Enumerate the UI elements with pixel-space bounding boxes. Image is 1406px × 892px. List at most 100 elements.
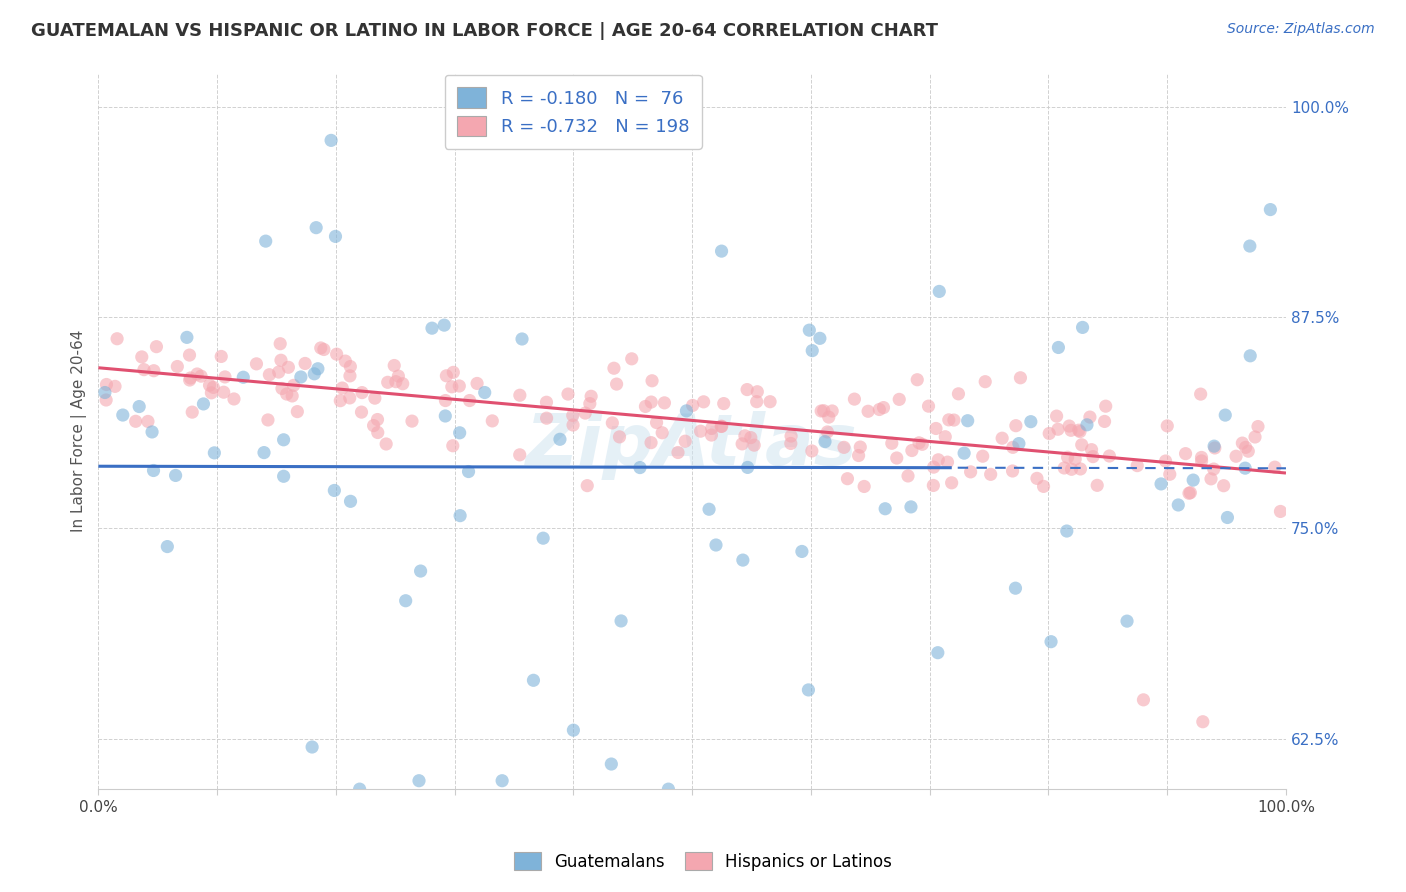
Point — [600, 757, 623, 772]
Point — [875, 501, 897, 516]
Point — [1116, 614, 1139, 628]
Point — [562, 417, 585, 432]
Point — [1150, 477, 1173, 491]
Point — [731, 437, 754, 451]
Point — [339, 494, 361, 508]
Point — [844, 392, 866, 406]
Point — [868, 402, 890, 417]
Point — [1019, 415, 1042, 429]
Point — [808, 331, 831, 345]
Point — [1067, 423, 1090, 437]
Point — [285, 404, 308, 418]
Point — [740, 431, 762, 445]
Point — [253, 445, 276, 459]
Point — [620, 351, 643, 366]
Point — [382, 359, 405, 373]
Point — [697, 502, 720, 516]
Point — [853, 479, 876, 493]
Point — [905, 373, 928, 387]
Point — [953, 446, 976, 460]
Point — [290, 370, 312, 384]
Point — [1180, 485, 1202, 500]
Point — [813, 403, 835, 417]
Point — [1070, 438, 1092, 452]
Point — [1126, 458, 1149, 473]
Point — [180, 371, 202, 385]
Point — [330, 381, 353, 395]
Point — [128, 400, 150, 414]
Point — [1132, 693, 1154, 707]
Point — [927, 452, 949, 467]
Point — [96, 377, 118, 392]
Point — [1270, 504, 1292, 518]
Point — [1078, 410, 1101, 425]
Text: ZipAtlas: ZipAtlas — [526, 411, 858, 480]
Text: Source: ZipAtlas.com: Source: ZipAtlas.com — [1227, 22, 1375, 37]
Point — [269, 336, 291, 351]
Point — [366, 412, 388, 426]
Point — [94, 385, 117, 400]
Point — [942, 413, 965, 427]
Point — [1234, 441, 1257, 455]
Point — [1060, 423, 1083, 437]
Point — [319, 133, 342, 147]
Point — [401, 414, 423, 428]
Point — [283, 378, 305, 392]
Point — [434, 409, 457, 423]
Point — [449, 425, 471, 440]
Point — [509, 388, 531, 402]
Point — [1047, 341, 1070, 355]
Point — [889, 392, 911, 407]
Point — [510, 332, 533, 346]
Point — [872, 401, 894, 415]
Point — [509, 448, 531, 462]
Point — [433, 318, 456, 333]
Point — [531, 531, 554, 545]
Point — [273, 469, 295, 483]
Point — [959, 465, 981, 479]
Point — [710, 419, 733, 434]
Point — [1094, 399, 1116, 413]
Point — [1076, 417, 1098, 432]
Point — [104, 379, 127, 393]
Point — [609, 430, 631, 444]
Point — [675, 404, 697, 418]
Point — [1239, 349, 1261, 363]
Point — [1038, 426, 1060, 441]
Point — [186, 367, 208, 381]
Point — [409, 564, 432, 578]
Point — [458, 393, 481, 408]
Point — [641, 374, 664, 388]
Point — [810, 404, 832, 418]
Point — [156, 540, 179, 554]
Point — [1191, 714, 1213, 729]
Point — [1005, 418, 1028, 433]
Point — [925, 421, 948, 435]
Point — [654, 396, 676, 410]
Point — [1045, 409, 1067, 423]
Point — [734, 429, 756, 443]
Point — [911, 437, 934, 451]
Point — [1064, 452, 1087, 467]
Point — [814, 434, 837, 449]
Point — [212, 385, 235, 400]
Point — [1046, 422, 1069, 436]
Point — [1008, 436, 1031, 450]
Point — [849, 440, 872, 454]
Point — [305, 220, 328, 235]
Point — [713, 396, 735, 410]
Point — [1204, 441, 1226, 455]
Point — [142, 364, 165, 378]
Point — [440, 380, 463, 394]
Point — [259, 368, 281, 382]
Point — [270, 353, 292, 368]
Point — [1159, 467, 1181, 482]
Point — [1040, 634, 1063, 648]
Point — [710, 244, 733, 259]
Point — [367, 425, 389, 440]
Point — [276, 387, 298, 401]
Point — [974, 375, 997, 389]
Point — [281, 389, 304, 403]
Point — [797, 682, 820, 697]
Point — [941, 475, 963, 490]
